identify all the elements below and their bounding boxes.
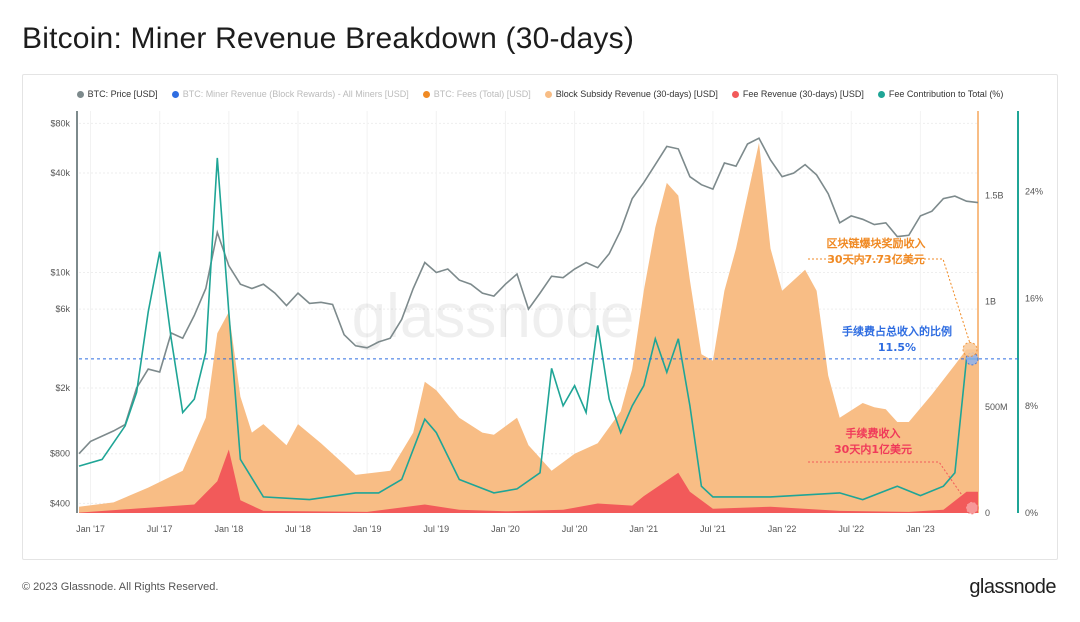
legend-label: Fee Revenue (30-days) [USD] (742, 89, 864, 99)
y-right-2-tick-label: 16% (1025, 294, 1043, 304)
x-tick-label: Jul '19 (423, 524, 449, 534)
legend-item[interactable]: Fee Contribution to Total (%) (877, 89, 1004, 99)
y-left-tick-label: $80k (50, 118, 70, 128)
series-price-line (78, 137, 979, 455)
legend-dot-icon (171, 90, 179, 98)
legend-dot-icon (422, 90, 430, 98)
x-tick-label: Jul '18 (285, 524, 311, 534)
x-tick-label: Jan '22 (768, 524, 797, 534)
y-left-tick-label: $2k (55, 383, 70, 393)
chart-legend: BTC: Price [USD] BTC: Miner Revenue (Bloc… (23, 89, 1057, 99)
subsidy-annotation: 30天内7.73亿美元 (827, 252, 924, 266)
page-title: Bitcoin: Miner Revenue Breakdown (30-day… (22, 22, 635, 55)
legend-dot-icon (544, 90, 552, 98)
legend-label: BTC: Fees (Total) [USD] (433, 89, 531, 99)
x-tick-label: Jan '20 (491, 524, 520, 534)
chart-panel: BTC: Price [USD] BTC: Miner Revenue (Bloc… (22, 74, 1058, 560)
y-left-tick-label: $400 (50, 498, 70, 508)
copyright-footer: © 2023 Glassnode. All Rights Reserved. (22, 581, 219, 593)
x-tick-label: Jan '23 (906, 524, 935, 534)
brand-logo[interactable]: glassnode (969, 576, 1056, 598)
y-right-2-tick-label: 24% (1025, 186, 1043, 196)
series-subsidy-area (79, 142, 978, 513)
subsidy-leader-line (808, 258, 971, 344)
legend-label: BTC: Price [USD] (87, 89, 158, 99)
x-tick-label: Jan '17 (76, 524, 105, 534)
legend-dot-icon (76, 90, 84, 98)
y-left-tick-label: $40k (50, 168, 70, 178)
x-tick-label: Jul '17 (147, 524, 173, 534)
x-tick-label: Jul '22 (838, 524, 864, 534)
y-right-1-tick-label: 500M (985, 402, 1008, 412)
y-right-2-tick-label: 0% (1025, 508, 1038, 518)
y-right-2-tick-label: 8% (1025, 401, 1038, 411)
subsidy-annotation: 区块链爆块奖励收入 (827, 236, 926, 250)
x-tick-label: Jan '19 (353, 524, 382, 534)
legend-item[interactable]: BTC: Miner Revenue (Block Rewards) - All… (171, 89, 409, 99)
legend-label: Fee Contribution to Total (%) (888, 89, 1004, 99)
series-fee-share-line (78, 157, 978, 501)
fee-marker (965, 501, 979, 515)
legend-item[interactable]: Block Subsidy Revenue (30-days) [USD] (544, 89, 718, 99)
legend-dot-icon (877, 90, 885, 98)
legend-dot-icon (731, 90, 739, 98)
legend-item[interactable]: BTC: Price [USD] (76, 89, 158, 99)
subsidy-marker (962, 341, 978, 357)
fee-annotation: 30天内1亿美元 (834, 442, 912, 456)
fee-leader-line (808, 461, 969, 505)
legend-label: BTC: Miner Revenue (Block Rewards) - All… (182, 89, 409, 99)
fee-share-annotation: 11.5% (878, 341, 916, 354)
legend-label: Block Subsidy Revenue (30-days) [USD] (555, 89, 718, 99)
chart-svg: $80k $40k $10k $6k $2k $800 $400 Jan '17 Jul '17… (50, 111, 1043, 534)
x-tick-label: Jan '18 (214, 524, 243, 534)
y-left-tick-label: $10k (50, 268, 70, 278)
fee-share-annotation: 手续费占总收入的比例 (842, 324, 952, 338)
x-tick-label: Jan '21 (629, 524, 658, 534)
y-right-1-tick-label: 1B (985, 296, 996, 306)
y-left-tick-label: $800 (50, 449, 70, 459)
y-right-1-tick-label: 1.5B (985, 191, 1004, 201)
legend-item[interactable]: Fee Revenue (30-days) [USD] (731, 89, 864, 99)
x-tick-label: Jul '21 (700, 524, 726, 534)
fee-annotation: 手续费收入 (846, 426, 901, 440)
legend-item[interactable]: BTC: Fees (Total) [USD] (422, 89, 531, 99)
y-left-tick-label: $6k (55, 304, 70, 314)
x-tick-label: Jul '20 (562, 524, 588, 534)
y-right-1-tick-label: 0 (985, 508, 990, 518)
watermark-text: glassnode (352, 282, 635, 351)
series-fee-area (79, 449, 978, 513)
